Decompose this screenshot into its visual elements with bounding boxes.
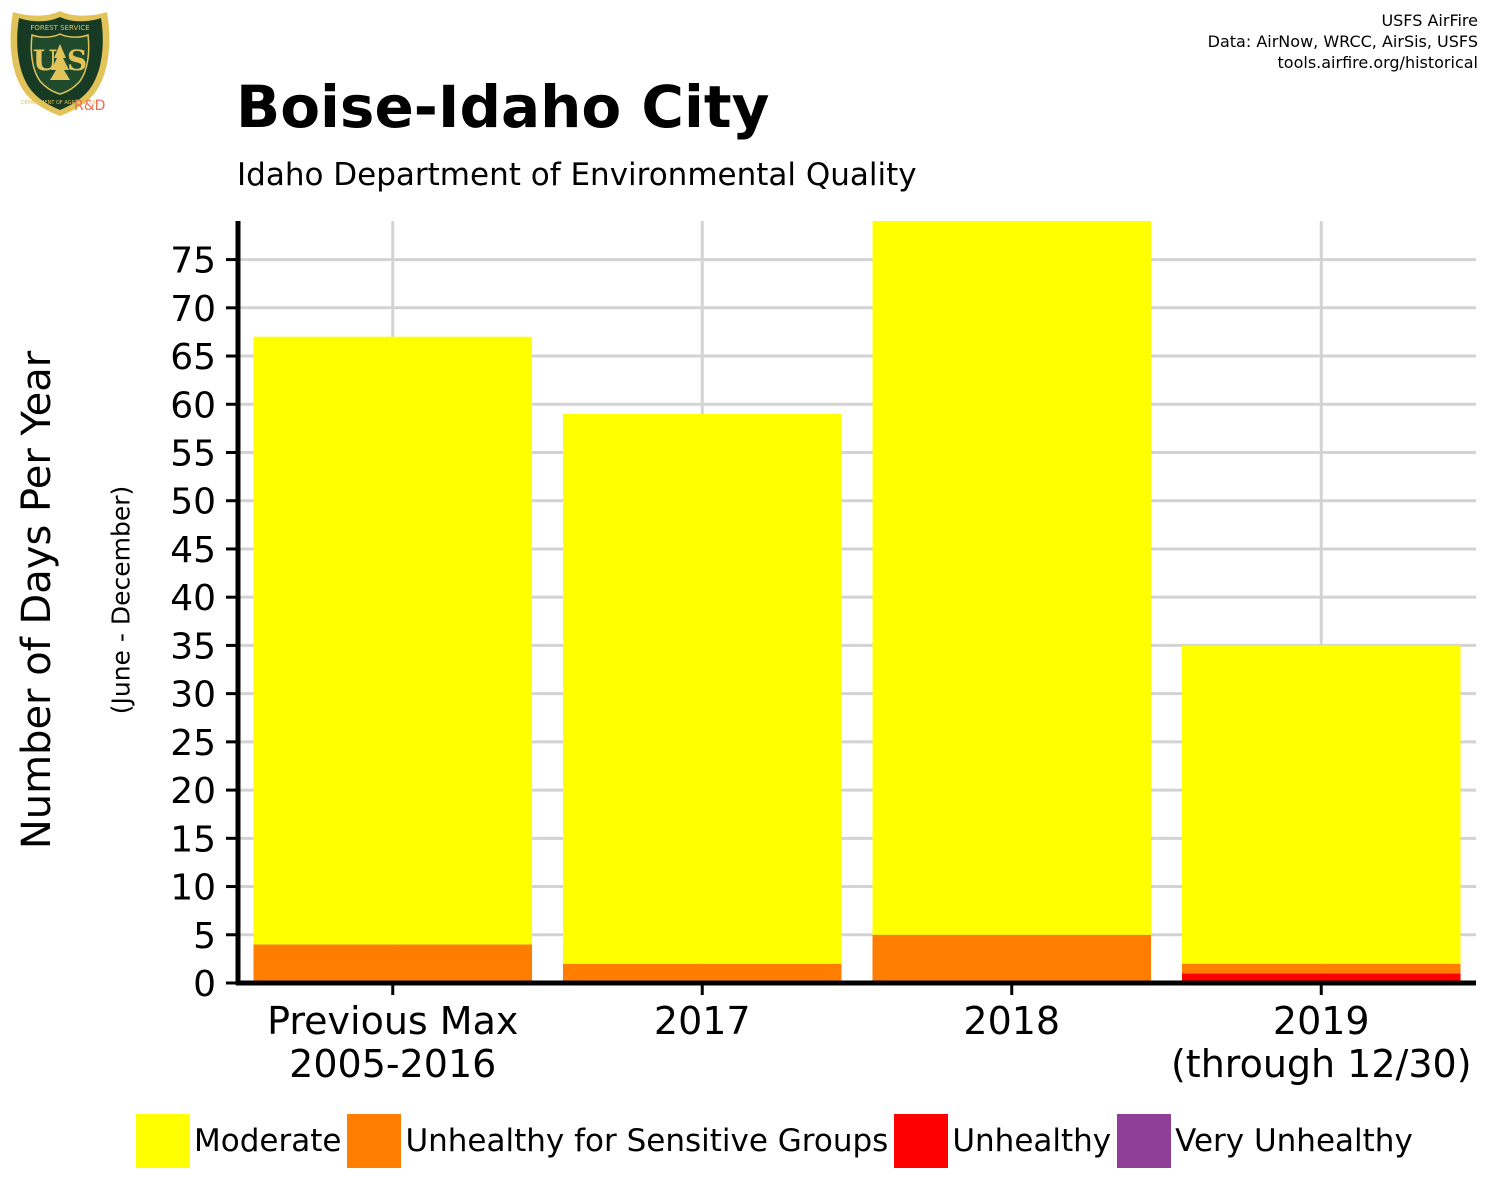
y-tick-label: 40 (170, 578, 216, 619)
logo-rnd-label: R&D (74, 98, 106, 114)
chart-title: Boise-Idaho City (236, 73, 770, 141)
legend-label: Very Unhealthy (1175, 1123, 1413, 1159)
y-tick-label: 55 (170, 433, 216, 474)
y-tick-label: 30 (170, 675, 216, 716)
y-tick-label: 35 (170, 626, 216, 667)
x-tick-label: 2018 (963, 999, 1060, 1043)
legend-swatch (1117, 1114, 1172, 1168)
logo-ring-bottom: DEPARTMENT OF AGRICULTURE (21, 100, 99, 106)
y-axis-sublabel: (June - December) (106, 485, 136, 715)
legend-swatch (136, 1114, 190, 1168)
y-tick-label: 20 (170, 771, 216, 812)
x-tick-label: (through 12/30) (1171, 1042, 1472, 1086)
legend-label: Moderate (194, 1123, 342, 1159)
chart-subtitle: Idaho Department of Environmental Qualit… (237, 157, 917, 193)
credits-block: USFS AirFire Data: AirNow, WRCC, AirSis,… (1208, 10, 1478, 73)
credit-line: USFS AirFire (1381, 11, 1478, 30)
bar-segment (1181, 963, 1461, 974)
legend-item-unhealthy: Unhealthy (894, 1114, 1111, 1168)
y-tick-label: 60 (170, 385, 216, 426)
bar-segment (872, 934, 1152, 983)
axes (226, 221, 1476, 995)
bars (253, 221, 1461, 983)
logo-ring-top: FOREST SERVICE (30, 24, 89, 32)
y-tick-label: 75 (170, 241, 216, 282)
bar-segment (872, 221, 1152, 935)
y-tick-label: 65 (170, 337, 216, 378)
bar-segment (253, 336, 533, 945)
bar-segment (1181, 973, 1461, 983)
x-tick-label: 2005-2016 (289, 1042, 496, 1086)
y-tick-label: 15 (170, 819, 216, 860)
legend-label: Unhealthy (952, 1123, 1112, 1159)
usfs-shield-logo: U S FOREST SERVICE DEPARTMENT OF AGRICUL… (10, 11, 110, 116)
credit-line: tools.airfire.org/historical (1277, 53, 1478, 72)
y-tick-label: 5 (193, 916, 216, 957)
legend-swatch (347, 1114, 402, 1168)
y-tick-label: 45 (170, 530, 216, 571)
legend-swatch (894, 1114, 949, 1168)
x-tick-label: 2017 (654, 999, 751, 1043)
legend-item-usg: Unhealthy for Sensitive Groups (347, 1114, 888, 1168)
x-tick-label: 2019 (1273, 999, 1370, 1043)
bar-segment (1181, 645, 1461, 964)
legend: Moderate Unhealthy for Sensitive Groups … (136, 1114, 1419, 1168)
legend-item-moderate: Moderate (136, 1114, 341, 1168)
y-axis-label: Number of Days Per Year (14, 350, 60, 850)
bar-segment (562, 413, 842, 964)
credit-line: Data: AirNow, WRCC, AirSis, USFS (1207, 32, 1478, 51)
bar-segment (253, 944, 533, 983)
bar-segment (562, 963, 842, 983)
y-tick-labels: 0 5 10 15 20 25 30 35 40 45 50 55 60 65 70 75 (170, 241, 216, 1005)
y-tick-label: 0 (193, 964, 216, 1005)
y-tick-label: 50 (170, 482, 216, 523)
y-tick-label: 10 (170, 868, 216, 909)
y-tick-label: 70 (170, 289, 216, 330)
x-tick-label: Previous Max (267, 999, 518, 1043)
legend-label: Unhealthy for Sensitive Groups (405, 1123, 889, 1159)
y-tick-label: 25 (170, 723, 216, 764)
legend-item-very-unhealthy: Very Unhealthy (1117, 1114, 1413, 1168)
